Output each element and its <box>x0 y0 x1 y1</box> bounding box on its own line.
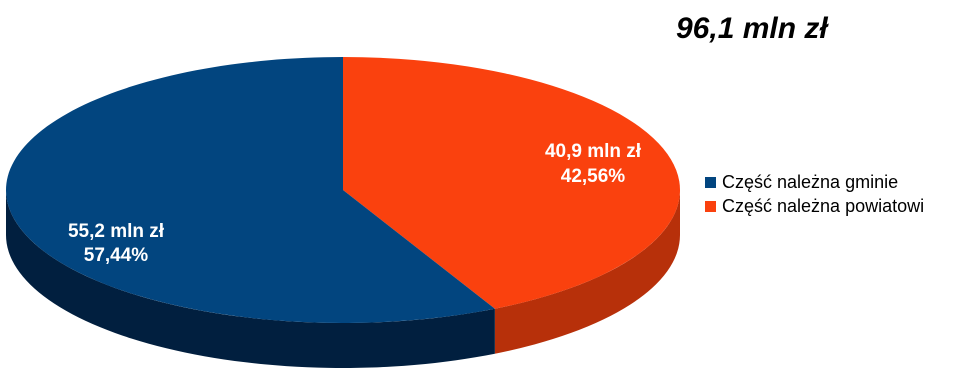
legend-item-gmina: Część należna gminie <box>705 170 924 194</box>
pie-layer: 55,2 mln zł 57,44% 40,9 mln zł 42,56% <box>5 57 681 369</box>
data-label-value-powiat: 40,9 mln zł <box>545 141 642 162</box>
legend-item-powiat: Część należna powiatowi <box>705 194 924 218</box>
data-label-percent-gmina: 57,44% <box>84 245 149 266</box>
chart-total-title: 96,1 mln zł <box>676 12 828 45</box>
pie-side-powiat <box>494 190 680 354</box>
legend-swatch-powiat <box>705 200 716 212</box>
pie-side-gmina <box>5 190 495 369</box>
legend: Część należna gminie Część należna powia… <box>705 170 924 218</box>
pie-slice-powiat <box>343 57 681 309</box>
legend-label-powiat: Część należna powiatowi <box>722 195 925 216</box>
data-label-percent-powiat: 42,56% <box>561 166 626 187</box>
pie-slice-gmina <box>6 57 495 323</box>
data-label-value-gmina: 55,2 mln zł <box>68 221 165 242</box>
legend-label-gmina: Część należna gminie <box>722 171 899 192</box>
legend-swatch-gmina <box>705 176 716 188</box>
